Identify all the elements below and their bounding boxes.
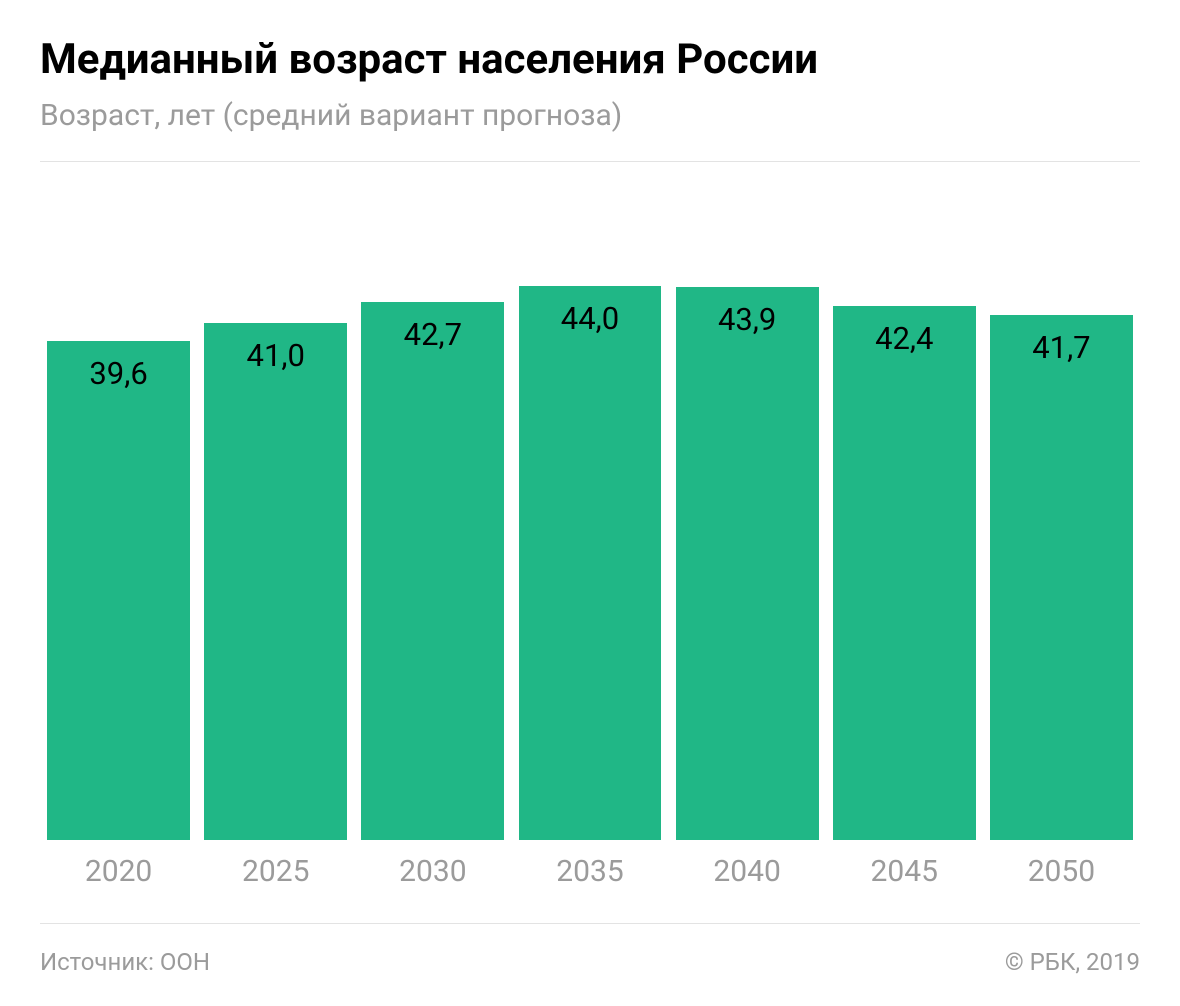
bar-value-label: 41,0 xyxy=(204,337,347,374)
x-tick: 2050 xyxy=(983,854,1140,889)
bar-value-label: 41,7 xyxy=(990,329,1133,366)
bar-slot: 42,4 xyxy=(826,172,983,840)
bar-value-label: 42,7 xyxy=(361,316,504,353)
x-tick: 2020 xyxy=(40,854,197,889)
bar-slot: 44,0 xyxy=(511,172,668,840)
bar-value-label: 43,9 xyxy=(676,301,819,338)
bar-slot: 39,6 xyxy=(40,172,197,840)
bar-value-label: 39,6 xyxy=(47,355,190,392)
bar: 41,7 xyxy=(990,315,1133,840)
bar-slot: 41,7 xyxy=(983,172,1140,840)
bar-slot: 42,7 xyxy=(354,172,511,840)
x-tick: 2025 xyxy=(197,854,354,889)
x-axis: 2020202520302035204020452050 xyxy=(40,854,1140,889)
bar-slot: 41,0 xyxy=(197,172,354,840)
bar: 44,0 xyxy=(519,286,662,840)
x-tick: 2040 xyxy=(669,854,826,889)
bar-value-label: 42,4 xyxy=(833,320,976,357)
bar: 42,4 xyxy=(833,306,976,840)
chart-footer: Источник: ООН © РБК, 2019 xyxy=(40,923,1140,976)
copyright-label: © РБК, 2019 xyxy=(1005,948,1140,976)
source-label: Источник: ООН xyxy=(40,948,210,976)
chart-title: Медианный возраст населения России xyxy=(40,36,1140,84)
chart-card: Медианный возраст населения России Возра… xyxy=(0,0,1180,1006)
top-rule xyxy=(40,161,1140,162)
bars-container: 39,6 41,0 42,7 44,0 43,9 42,4 41,7 xyxy=(40,172,1140,840)
x-tick: 2045 xyxy=(826,854,983,889)
bar: 43,9 xyxy=(676,287,819,840)
x-tick: 2030 xyxy=(354,854,511,889)
bar-slot: 43,9 xyxy=(669,172,826,840)
bar: 39,6 xyxy=(47,341,190,840)
x-tick: 2035 xyxy=(511,854,668,889)
bar: 41,0 xyxy=(204,323,347,840)
chart-subtitle: Возраст, лет (средний вариант прогноза) xyxy=(40,98,1140,133)
plot-area: 39,6 41,0 42,7 44,0 43,9 42,4 41,7 xyxy=(40,172,1140,840)
bar: 42,7 xyxy=(361,302,504,840)
bar-value-label: 44,0 xyxy=(519,300,662,337)
